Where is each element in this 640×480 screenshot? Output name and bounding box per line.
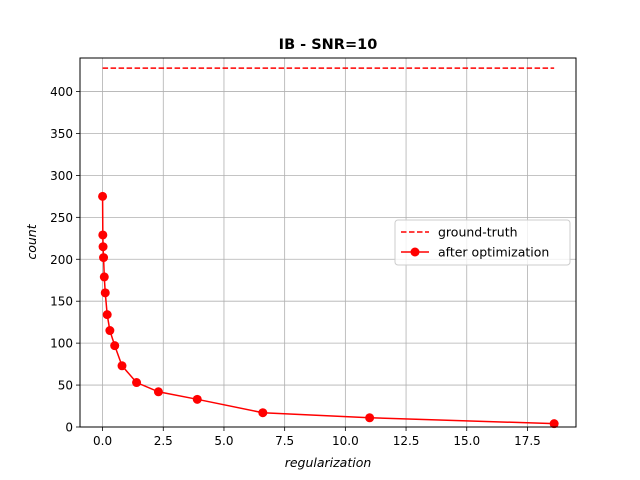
y-tick-label: 350 [50, 127, 73, 141]
x-tick-label: 2.5 [154, 434, 173, 448]
x-tick-label: 7.5 [275, 434, 294, 448]
data-point-after-optimization [153, 387, 163, 397]
y-tick-label: 50 [58, 379, 73, 393]
series-line-after-optimization [101, 196, 555, 425]
y-axis-ticks: 0 50 100 150 200 250 300 350 400 [50, 85, 80, 435]
data-point-after-optimization [102, 310, 112, 320]
data-point-after-optimization [117, 361, 127, 371]
y-tick-label: 150 [50, 295, 73, 309]
y-tick-label: 0 [65, 421, 73, 435]
y-tick-label: 100 [50, 337, 73, 351]
data-point-after-optimization [110, 341, 120, 351]
legend: ground-truth after optimization [394, 219, 571, 266]
legend-box [394, 219, 571, 266]
x-tick-label: 17.5 [514, 434, 541, 448]
x-tick-label: 0.0 [93, 434, 112, 448]
legend-label-after-optimization: after optimization [438, 245, 549, 260]
data-point-after-optimization [549, 419, 559, 429]
data-point-after-optimization [365, 413, 375, 423]
x-tick-label: 15.0 [453, 434, 480, 448]
y-axis-label: count [24, 223, 39, 259]
axes-frame [79, 57, 577, 428]
x-axis-ticks: 0.0 2.5 5.0 7.5 10.0 12.5 15.0 17.5 [93, 427, 541, 448]
chart-title: IB - SNR=10 [279, 37, 378, 53]
data-point-after-optimization [192, 394, 202, 404]
y-tick-label: 200 [50, 253, 73, 267]
x-tick-label: 10.0 [332, 434, 359, 448]
data-point-after-optimization [98, 230, 108, 240]
x-axis-label: regularization [285, 455, 372, 470]
x-tick-label: 12.5 [393, 434, 420, 448]
y-tick-label: 300 [50, 169, 73, 183]
data-point-after-optimization [100, 288, 110, 298]
data-point-after-optimization [99, 253, 109, 263]
y-tick-label: 250 [50, 211, 73, 225]
data-point-after-optimization [258, 408, 268, 418]
x-tick-label: 5.0 [214, 434, 233, 448]
data-point-after-optimization [99, 272, 109, 282]
legend-label-ground-truth: ground-truth [438, 225, 518, 240]
legend-marker-after-optimization [410, 247, 420, 257]
data-point-after-optimization [98, 242, 108, 252]
plot-area [98, 67, 559, 429]
data-point-after-optimization [98, 191, 108, 201]
y-tick-label: 400 [50, 85, 73, 99]
data-point-after-optimization [132, 378, 142, 388]
data-point-after-optimization [105, 326, 115, 336]
